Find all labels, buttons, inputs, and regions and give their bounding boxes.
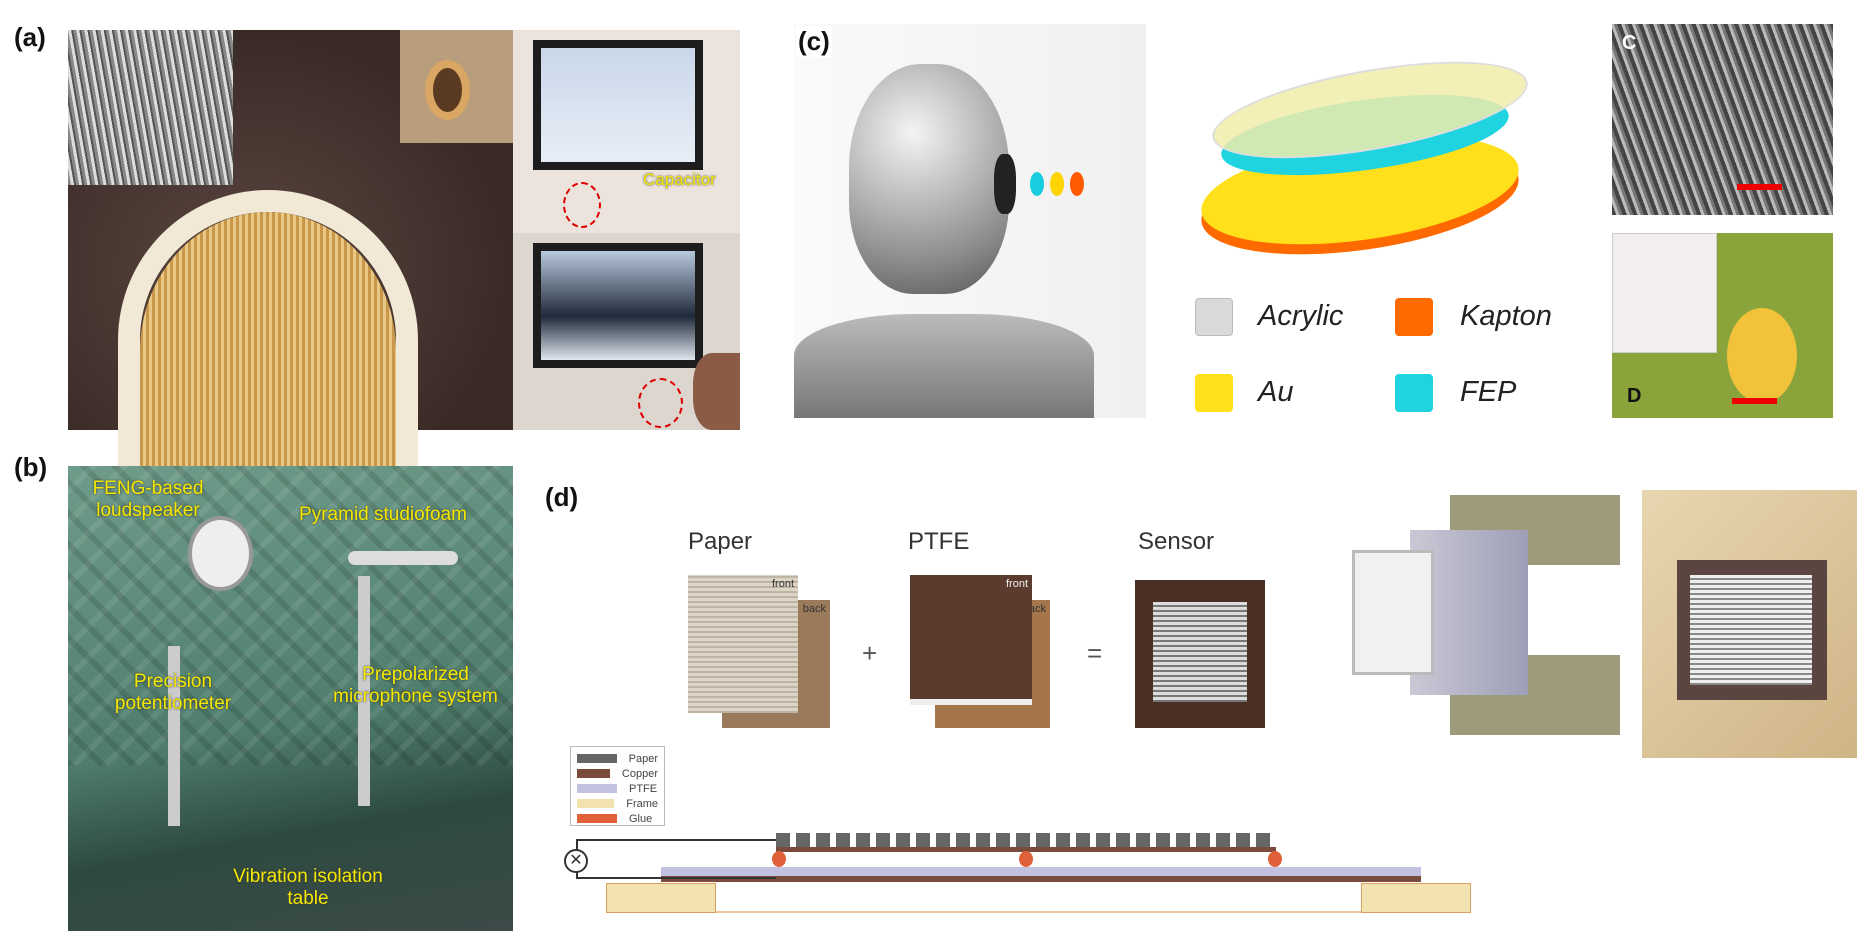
paper-title: Paper [688,528,753,555]
kapton-swatch [1395,298,1433,336]
cross-section-diagram: ✕ [556,825,1476,915]
legend-swatch [1195,298,1233,336]
sensor-sample [1135,580,1265,728]
legend-paper: Paper [628,752,658,765]
panel-b-label: (b) [12,452,50,483]
plus-sign: + [862,638,878,668]
panel-b-photo: FENG-based loudspeaker Pyramid studiofoa… [68,466,513,931]
legend-glue: Glue [629,812,653,825]
legend-item: Frame [577,796,658,811]
legend-kapton: Kapton [1460,300,1552,332]
legend-item: Copper [577,766,658,781]
sem-inset [68,30,233,185]
inset-c-label: C [1622,32,1637,54]
layer-legend: Paper Copper PTFE Frame Glue [570,746,665,826]
monitor-photo-top: Capacitor [513,30,740,233]
loudspeaker-label: FENG-based loudspeaker [92,478,204,521]
inset-d-label: D [1627,385,1642,407]
panel-a-label: (a) [12,22,48,53]
robot-illustration [794,24,1146,418]
glue-dot [772,851,786,867]
paper-layer [776,833,1276,847]
potentiometer-label: Precision potentiometer [114,671,232,714]
scale-bar [1732,398,1777,404]
ptfe-title: PTFE [908,528,970,555]
au-swatch [1195,374,1233,412]
legend-frame: Frame [626,797,658,810]
front-label: front [771,578,794,590]
sem-inset-c: C [1612,24,1833,215]
glue-dot [1268,851,1282,867]
equals-sign: = [1087,638,1103,668]
circuit-wire [576,839,776,879]
frame-left [606,883,716,913]
legend-swatch [1195,374,1233,412]
rolled-film-inset [400,30,513,143]
sensor-photo [1642,490,1857,758]
front-label: front [1005,578,1028,590]
ptfe-layer [661,867,1421,876]
layer-stack-illustration [1170,40,1555,272]
foam-label: Pyramid studiofoam [299,504,467,525]
exploded-paper-layer [1352,550,1434,675]
legend-fep: FEP [1460,376,1517,408]
table-label: Vibration isolation table [233,866,383,909]
copper-bottom [661,876,1421,882]
capacitor-label: Capacitor [643,170,716,189]
curved-feng-film [118,190,418,490]
back-label: back [802,603,826,615]
legend-swatch [1395,298,1433,336]
legend-item: PTFE [577,781,658,796]
acrylic-swatch [1195,298,1233,336]
ptfe-front-sample: front [910,575,1032,705]
legend-item: Paper [577,751,658,766]
scale-bar [1737,184,1782,190]
sensor-title: Sensor [1138,528,1215,555]
microphone-label: Prepolarized microphone system [333,664,498,707]
frame-right [1361,883,1471,913]
photo-inset-d: D [1612,233,1833,418]
glue-dot [1019,851,1033,867]
legend-au: Au [1258,376,1294,408]
legend-swatch [1395,374,1433,412]
paper-front-sample: front [688,575,798,713]
panel-a-photo [68,30,513,490]
panel-d-label: (d) [543,482,581,513]
meter-icon: ✕ [564,849,588,873]
legend-item: Glue [577,811,658,826]
monitor-photo-bottom [513,233,740,430]
legend-ptfe: PTFE [629,782,658,795]
frame-bottom-edge [716,911,1361,913]
fep-swatch [1395,374,1433,412]
legend-copper: Copper [621,767,658,780]
copper-top [776,847,1276,852]
panel-c-label: (c) [796,26,832,57]
legend-acrylic: Acrylic [1258,300,1344,332]
